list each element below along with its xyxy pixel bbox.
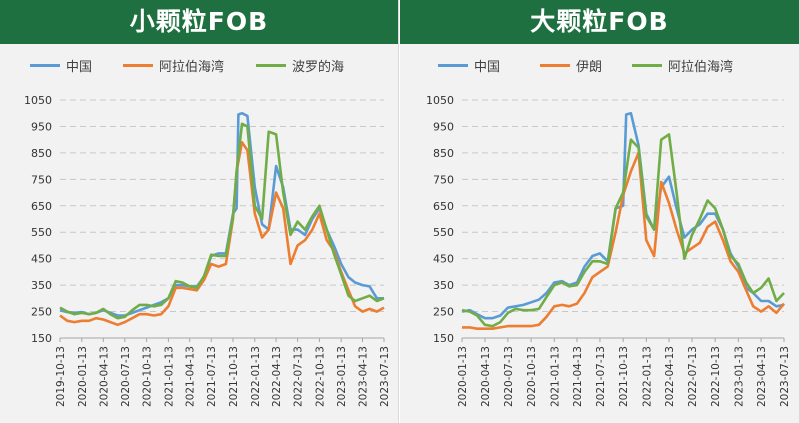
series-line [461, 133, 785, 328]
legend-small: 中国 阿拉伯海湾 波罗的海 [0, 56, 398, 76]
legend-label: 波罗的海 [292, 60, 345, 75]
x-tick-label: 2023-01-13 [733, 346, 745, 407]
y-tick-label: 850 [31, 147, 52, 160]
x-tick-label: 2023-04-13 [756, 346, 768, 407]
x-tick-label: 2020-04-13 [480, 346, 492, 407]
x-tick-label: 2021-01-13 [163, 346, 175, 407]
panel-title-large: 大颗粒FOB [400, 0, 799, 44]
y-tick-label: 450 [31, 253, 52, 266]
x-tick-label: 2020-01-13 [77, 346, 89, 407]
x-tick-label: 2020-04-13 [98, 346, 110, 407]
series-line [59, 141, 385, 327]
x-tick-label: 2023-01-13 [336, 346, 348, 407]
x-tick-label: 2020-07-13 [120, 346, 132, 407]
x-tick-label: 2023-07-13 [379, 346, 391, 407]
x-tick-label: 2020-10-13 [142, 346, 154, 407]
x-tick-label: 2022-07-13 [293, 346, 305, 407]
y-tick-label: 850 [433, 147, 454, 160]
x-tick-label: 2022-10-13 [314, 346, 326, 407]
x-tick-label: 2021-04-13 [572, 346, 584, 407]
legend-label: 伊朗 [576, 60, 603, 75]
y-tick-label: 1050 [24, 94, 52, 107]
x-tick-label: 2021-04-13 [185, 346, 197, 407]
legend-item-iran: 伊朗 [540, 56, 602, 75]
x-tick-label: 2022-01-13 [641, 346, 653, 407]
x-tick-label: 2022-10-13 [710, 346, 722, 407]
x-tick-label: 2021-10-13 [618, 346, 630, 407]
x-tick-label: 2022-04-13 [271, 346, 283, 407]
x-tick-label: 2019-10-13 [55, 346, 67, 407]
y-tick-label: 250 [31, 306, 52, 319]
legend-label: 阿拉伯海湾 [668, 60, 734, 75]
y-tick-label: 550 [433, 226, 454, 239]
small-granule-chart: 150 250 350 450 550 650 750 850 950 1050 2019-10-1… [24, 94, 391, 407]
y-tick-label: 950 [433, 120, 454, 133]
legend-swatch-blue [30, 64, 60, 67]
legend-swatch-green [256, 64, 286, 67]
legend-item-china: 中国 [438, 56, 500, 75]
y-tick-label: 550 [31, 226, 52, 239]
y-tick-label: 150 [31, 332, 52, 345]
y-tick-label: 650 [433, 200, 454, 213]
y-tick-label: 250 [433, 306, 454, 319]
y-tick-label: 750 [433, 173, 454, 186]
legend-swatch-orange [540, 64, 570, 67]
large-granule-panel: 大颗粒FOB 中国 伊朗 阿拉伯海湾 150 250 350 450 550 650 750… [400, 0, 800, 423]
legend-item-baltic: 波罗的海 [256, 56, 344, 75]
y-tick-label: 1050 [426, 94, 454, 107]
legend-large: 中国 伊朗 阿拉伯海湾 [400, 56, 799, 76]
y-tick-label: 450 [433, 253, 454, 266]
series-line [59, 122, 385, 320]
series-line [461, 111, 785, 320]
x-tick-label: 2020-10-13 [526, 346, 538, 407]
x-tick-label: 2022-01-13 [250, 346, 262, 407]
small-granule-panel: 小颗粒FOB 中国 阿拉伯海湾 波罗的海 150 250 350 450 550 650 7… [0, 0, 399, 423]
panel-title-small: 小颗粒FOB [0, 0, 398, 44]
y-tick-label: 350 [31, 279, 52, 292]
y-tick-label: 150 [433, 332, 454, 345]
x-tick-label: 2021-07-13 [595, 346, 607, 407]
x-tick-label: 2021-01-13 [549, 346, 561, 407]
legend-swatch-green [632, 64, 662, 67]
y-tick-label: 750 [31, 173, 52, 186]
x-tick-label: 2020-01-13 [457, 346, 469, 407]
x-tick-label: 2021-07-13 [206, 346, 218, 407]
x-tick-label: 2022-07-13 [687, 346, 699, 407]
legend-swatch-orange [123, 64, 153, 67]
legend-swatch-blue [438, 64, 468, 67]
x-tick-label: 2023-04-13 [357, 346, 369, 407]
large-granule-chart: 150 250 350 450 550 650 750 850 950 1050 2020-01-1… [426, 94, 791, 407]
x-tick-label: 2023-07-13 [779, 346, 791, 407]
x-tick-label: 2020-07-13 [503, 346, 515, 407]
legend-item-arabian-gulf: 阿拉伯海湾 [123, 56, 224, 75]
x-tick-label: 2022-04-13 [664, 346, 676, 407]
y-tick-label: 650 [31, 200, 52, 213]
legend-item-arabian-gulf: 阿拉伯海湾 [632, 56, 733, 75]
legend-label: 阿拉伯海湾 [159, 60, 225, 75]
y-tick-label: 950 [31, 120, 52, 133]
legend-label: 中国 [66, 60, 93, 75]
y-tick-label: 350 [433, 279, 454, 292]
x-tick-label: 2021-10-13 [228, 346, 240, 407]
legend-label: 中国 [474, 60, 501, 75]
legend-item-china: 中国 [30, 56, 92, 75]
